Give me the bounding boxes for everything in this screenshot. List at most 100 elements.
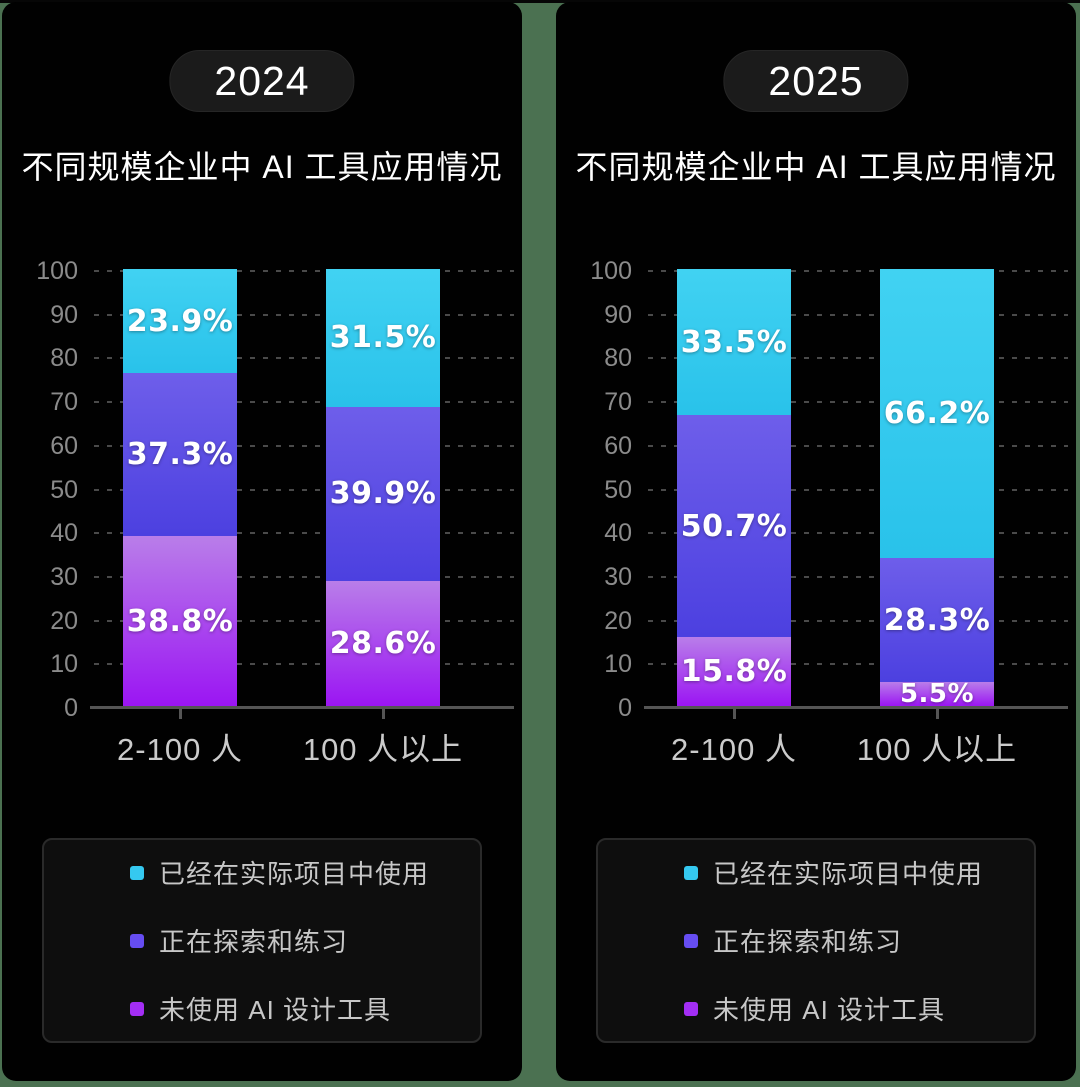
gridline — [94, 575, 514, 578]
y-tick-label: 90 — [604, 300, 632, 329]
segment-value-label: 23.9% — [126, 303, 234, 339]
segment-value-label: 31.5% — [329, 320, 437, 356]
y-tick-label: 40 — [50, 519, 78, 548]
gridline — [94, 444, 514, 447]
legend-item: 正在探索和练习 — [684, 922, 1034, 959]
legend-item: 未使用 AI 设计工具 — [684, 990, 1034, 1027]
bar-segment-not-using: 28.6% — [326, 581, 440, 706]
y-axis: 0 10 20 30 40 50 60 70 80 90 100 — [2, 257, 78, 722]
segment-value-label: 15.8% — [680, 653, 788, 689]
bar-segment-exploring: 28.3% — [880, 558, 994, 682]
segment-value-label: 37.3% — [126, 437, 234, 473]
legend-color-swatch — [684, 865, 698, 880]
y-tick-label: 30 — [604, 562, 632, 591]
legend-item-label: 正在探索和练习 — [159, 927, 349, 957]
segment-value-label: 50.7% — [680, 508, 788, 544]
legend-item-label: 已经在实际项目中使用 — [159, 859, 430, 889]
gridline — [648, 663, 1068, 666]
chart-title: 不同规模企业中 AI 工具应用情况 — [21, 149, 503, 185]
gridline — [648, 575, 1068, 578]
image-top-edge — [0, 0, 1080, 3]
stacked-bar-column: 15.8% 50.7% 33.5% — [677, 269, 791, 706]
gridline — [94, 488, 514, 491]
gridline — [94, 663, 514, 666]
gridline — [94, 532, 514, 535]
segment-value-label: 33.5% — [680, 324, 788, 360]
x-axis-category-label: 100 人以上 — [856, 732, 1018, 767]
legend-item-label: 已经在实际项目中使用 — [713, 859, 984, 889]
x-axis-category-label: 100 人以上 — [302, 732, 464, 767]
gridline — [648, 270, 1068, 272]
y-tick-label: 80 — [604, 344, 632, 373]
x-axis-tick — [936, 709, 939, 719]
y-tick-label: 10 — [604, 650, 632, 679]
x-axis-tick — [733, 709, 736, 719]
gridline — [94, 313, 514, 316]
stacked-bar-chart: 0 10 20 30 40 50 60 70 80 90 100 38.8% 37.3% 23.9% 28… — [2, 257, 522, 781]
gridline — [94, 401, 514, 404]
plot-area: 15.8% 50.7% 33.5% 5.5% 28.3% 66.2% — [644, 269, 1068, 719]
legend-item-label: 正在探索和练习 — [713, 927, 903, 957]
bar-segment-in-use: 33.5% — [677, 269, 791, 416]
legend-item: 已经在实际项目中使用 — [130, 854, 480, 891]
gridline — [648, 357, 1068, 360]
y-tick-label: 10 — [50, 650, 78, 679]
y-tick-label: 50 — [50, 475, 78, 504]
bar-segment-exploring: 39.9% — [326, 406, 440, 582]
segment-value-label: 28.3% — [883, 602, 991, 638]
y-tick-label: 70 — [604, 388, 632, 417]
y-tick-label: 100 — [590, 257, 632, 285]
segment-value-label: 5.5% — [899, 678, 975, 709]
y-tick-label: 100 — [36, 257, 78, 285]
bar-segment-not-using: 15.8% — [677, 636, 791, 706]
stacked-bar-column: 28.6% 39.9% 31.5% — [326, 269, 440, 706]
legend-item-label: 未使用 AI 设计工具 — [159, 995, 392, 1025]
y-tick-label: 30 — [50, 562, 78, 591]
stacked-bar-chart: 0 10 20 30 40 50 60 70 80 90 100 15.8% 50.7% 33.5% 5.… — [556, 257, 1076, 781]
bar-segment-in-use: 23.9% — [123, 269, 237, 374]
plot-area: 38.8% 37.3% 23.9% 28.6% 39.9% 31.5% — [90, 269, 514, 719]
legend-item: 已经在实际项目中使用 — [684, 854, 1034, 891]
stacked-bar-column: 5.5% 28.3% 66.2% — [880, 269, 994, 709]
y-tick-label: 40 — [604, 519, 632, 548]
gridline — [94, 270, 514, 272]
gridline — [648, 444, 1068, 447]
bar-segment-exploring: 37.3% — [123, 373, 237, 537]
bar-segment-not-using: 5.5% — [880, 678, 994, 709]
year-panel-2025: 2025 不同规模企业中 AI 工具应用情况 0 10 20 30 40 50 60 70 80… — [556, 2, 1076, 1081]
segment-value-label: 66.2% — [883, 396, 991, 432]
chart-title: 不同规模企业中 AI 工具应用情况 — [575, 149, 1057, 185]
x-axis-line — [644, 706, 1068, 709]
gridline — [648, 313, 1068, 316]
gridline — [648, 488, 1068, 491]
chart-legend: 已经在实际项目中使用 正在探索和练习未使用 AI 设计工具 — [596, 838, 1036, 1043]
x-axis-tick — [179, 709, 182, 719]
stacked-bar-column: 38.8% 37.3% 23.9% — [123, 269, 237, 706]
y-tick-label: 0 — [64, 694, 78, 722]
legend-color-swatch — [130, 1001, 144, 1016]
bar-segment-not-using: 38.8% — [123, 536, 237, 706]
x-axis-category-label: 2-100 人 — [117, 732, 243, 767]
y-tick-label: 20 — [604, 606, 632, 635]
gridline — [94, 619, 514, 622]
y-tick-label: 60 — [50, 431, 78, 460]
legend-color-swatch — [130, 865, 144, 880]
y-tick-label: 0 — [618, 694, 632, 722]
gridline — [648, 532, 1068, 535]
segment-value-label: 39.9% — [329, 476, 437, 512]
year-badge: 2025 — [723, 50, 909, 112]
gridline — [648, 619, 1068, 622]
y-tick-label: 80 — [50, 344, 78, 373]
y-tick-label: 60 — [604, 431, 632, 460]
legend-item: 未使用 AI 设计工具 — [130, 990, 480, 1027]
bar-segment-exploring: 50.7% — [677, 415, 791, 637]
year-panel-2024: 2024 不同规模企业中 AI 工具应用情况 0 10 20 30 40 50 60 70 80… — [2, 2, 522, 1081]
legend-color-swatch — [684, 1001, 698, 1016]
legend-color-swatch — [130, 933, 144, 948]
y-tick-label: 50 — [604, 475, 632, 504]
legend-color-swatch — [684, 933, 698, 948]
segment-value-label: 38.8% — [126, 603, 234, 639]
year-badge: 2024 — [169, 50, 355, 112]
y-tick-label: 90 — [50, 300, 78, 329]
legend-item-label: 未使用 AI 设计工具 — [713, 995, 946, 1025]
